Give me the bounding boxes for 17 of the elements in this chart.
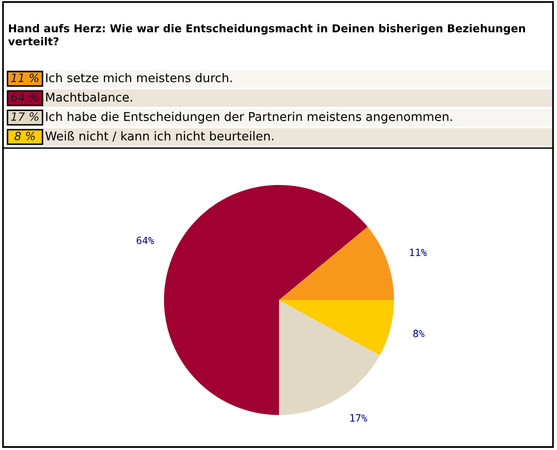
- legend-label: Ich setze mich meistens durch.: [46, 72, 232, 82]
- legend-label: Weiß nicht / kann ich nicht beurteilen.: [45, 131, 274, 142]
- legend-label: Ich habe die Entscheidungen der Partnerin meistens angenommen.: [46, 112, 452, 124]
- text: 8 %: [14, 132, 35, 140]
- data-label: 8%: [413, 330, 425, 338]
- pie-slice: [164, 185, 368, 415]
- chart-title: Hand aufs Herz: Wie war die Entscheidungsmacht in Deinen bisherigen Beziehungen verteilt?: [8, 24, 526, 46]
- pie-slice: [279, 300, 380, 415]
- data-label: 64%: [136, 236, 154, 244]
- pie-slice: [279, 226, 394, 300]
- legend-label: Machtbalance.: [46, 92, 132, 102]
- pie-slice: [279, 300, 394, 356]
- text: 64 %: [11, 92, 38, 102]
- text: 11 %: [11, 73, 38, 82]
- data-label: 11%: [410, 248, 427, 256]
- text: 17 %: [11, 112, 38, 121]
- data-label: 17%: [350, 414, 368, 422]
